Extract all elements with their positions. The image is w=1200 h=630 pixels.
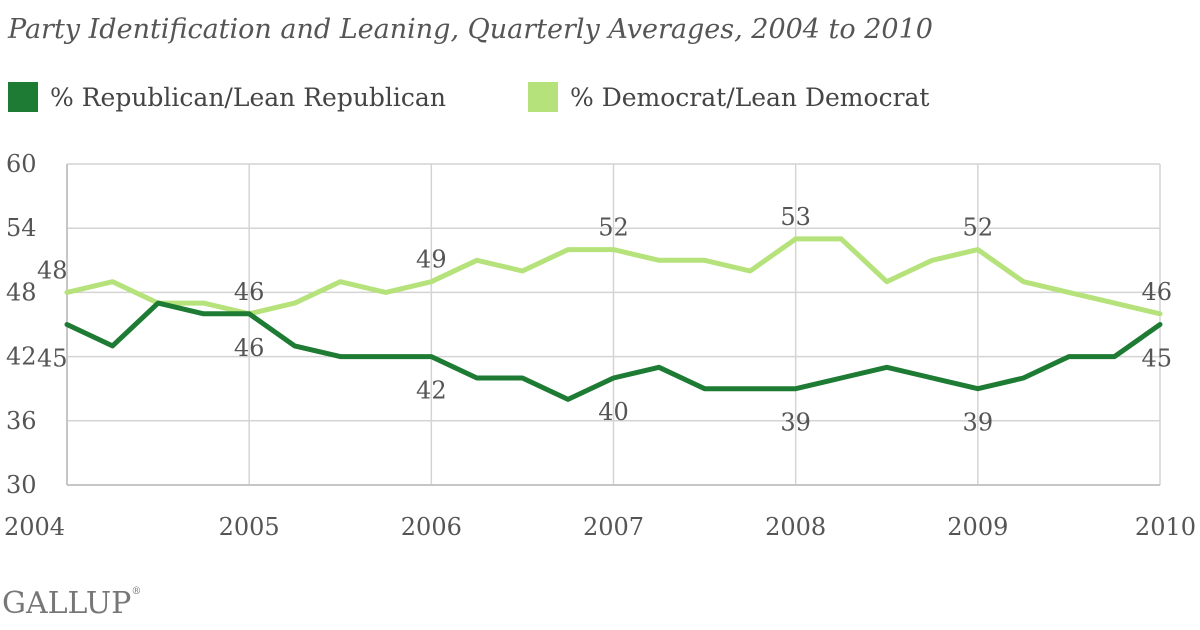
x-tick-label: 2008	[765, 513, 826, 541]
data-label-republican: 39	[963, 409, 994, 437]
x-tick-label: 2006	[401, 513, 462, 541]
gallup-logo: GALLUP®	[2, 586, 141, 621]
legend-swatch-democrat	[528, 82, 558, 112]
data-label-republican: 46	[234, 334, 265, 362]
legend-swatch-republican	[8, 82, 38, 112]
y-tick-label: 36	[6, 407, 37, 435]
y-tick-label: 54	[6, 214, 37, 242]
y-tick-label: 60	[6, 150, 37, 178]
x-tick-label: 2010	[1135, 513, 1196, 541]
legend-item-democrat: % Democrat/Lean Democrat	[528, 82, 929, 112]
y-tick-label: 48	[6, 278, 37, 306]
data-label-republican: 45	[1141, 345, 1172, 373]
data-label-republican: 42	[416, 377, 447, 405]
data-label-democrat: 49	[416, 246, 447, 274]
data-label-republican: 39	[780, 409, 811, 437]
registered-mark: ®	[131, 586, 142, 597]
legend-label-democrat: % Democrat/Lean Democrat	[570, 82, 930, 112]
data-label-democrat: 52	[598, 214, 629, 242]
legend-item-republican: % Republican/Lean Republican	[8, 82, 446, 112]
logo-text: GALLUP	[2, 586, 132, 621]
data-label-democrat: 46	[1141, 278, 1172, 306]
chart-title: Party Identification and Leaning, Quarte…	[8, 14, 933, 45]
data-label-democrat: 48	[37, 256, 68, 284]
y-tick-label: 42	[6, 343, 37, 371]
data-label-democrat: 46	[234, 278, 265, 306]
chart-legend: % Republican/Lean Republican % Democrat/…	[0, 82, 1200, 118]
x-tick-label: 2004	[4, 513, 65, 541]
data-label-democrat: 52	[963, 214, 994, 242]
x-tick-label: 2007	[583, 513, 644, 541]
y-tick-label: 30	[6, 471, 37, 499]
x-tick-label: 2009	[947, 513, 1008, 541]
legend-label-republican: % Republican/Lean Republican	[50, 82, 446, 112]
data-label-republican: 45	[37, 345, 68, 373]
series-line-republican	[64, 300, 1163, 402]
x-tick-label: 2005	[219, 513, 280, 541]
data-label-democrat: 53	[780, 203, 811, 231]
data-label-republican: 40	[598, 398, 629, 426]
